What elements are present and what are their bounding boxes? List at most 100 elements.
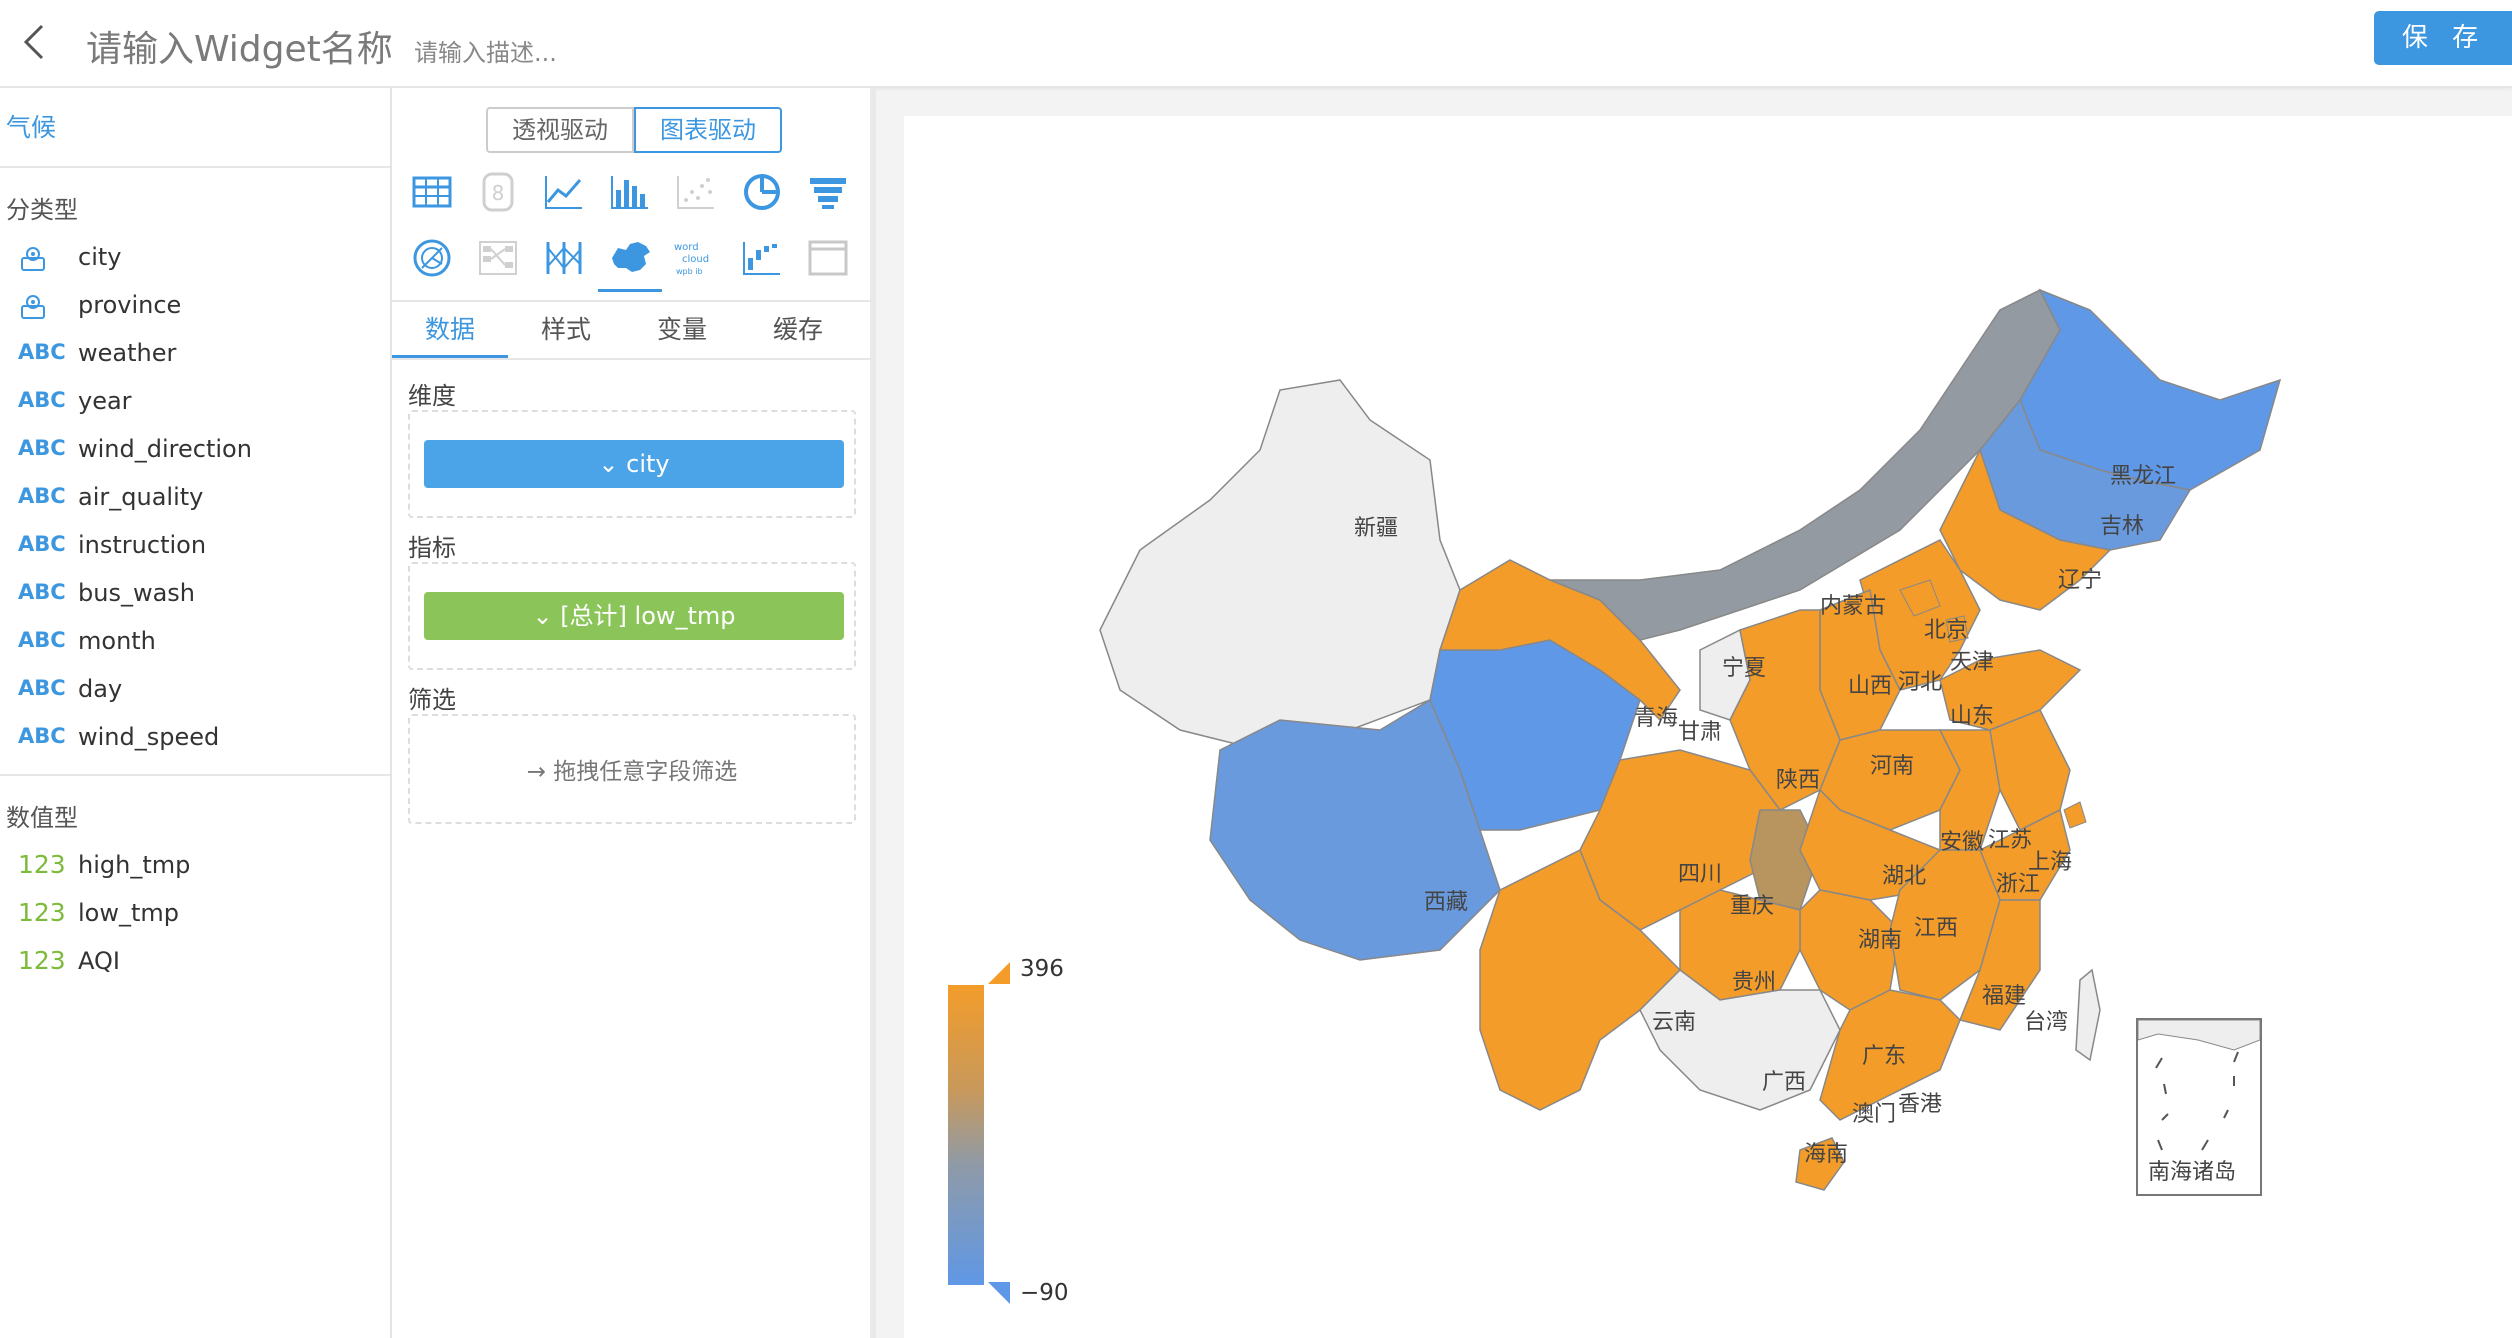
funnel-icon[interactable] <box>804 168 852 216</box>
field-province[interactable]: province <box>0 282 390 330</box>
legend-max-value: 396 <box>1020 956 1064 982</box>
field-name: wind_direction <box>78 435 252 463</box>
number-type-badge: 123 <box>18 850 66 879</box>
region-guangdong <box>1819 989 1961 1121</box>
region-label-inner-mongolia: 内蒙古 <box>1820 594 1887 619</box>
region-beijing <box>1899 579 1941 617</box>
region-label-chongqing: 重庆 <box>1730 894 1775 919</box>
field-instruction[interactable]: ABC instruction <box>0 522 390 570</box>
field-bus-wash[interactable]: ABC bus_wash <box>0 570 390 618</box>
region-shandong <box>1939 649 2082 731</box>
text-type-badge: ABC <box>18 340 66 364</box>
number-type-badge: 123 <box>18 946 66 975</box>
region-label-guangdong: 广东 <box>1862 1044 1907 1069</box>
chevron-left-icon <box>23 24 44 60</box>
region-liaoning <box>1939 448 2112 611</box>
field-name: province <box>78 291 182 319</box>
radar-icon[interactable] <box>408 234 456 282</box>
dimension-dropzone[interactable]: ⌄ city <box>408 410 856 518</box>
svg-text:wpb ib: wpb ib <box>676 267 703 276</box>
region-tianjin <box>1945 615 1969 643</box>
text-type-badge: ABC <box>18 724 66 748</box>
tab-variable[interactable]: 变量 <box>656 315 707 344</box>
field-name: AQI <box>78 947 120 975</box>
field-year[interactable]: ABC year <box>0 378 390 426</box>
svg-text:8: 8 <box>492 181 505 205</box>
region-label-shandong: 山东 <box>1950 704 1995 729</box>
chevron-down-icon: ⌄ <box>532 602 561 630</box>
geo-pin-icon <box>18 292 48 327</box>
field-high-tmp[interactable]: 123 high_tmp <box>0 842 390 890</box>
pie-chart-icon[interactable] <box>738 168 786 216</box>
text-type-badge: ABC <box>18 580 66 604</box>
china-map-icon[interactable] <box>598 234 662 292</box>
back-button[interactable] <box>12 18 60 66</box>
mode-pivot-button[interactable]: 透视驱动 <box>486 107 634 153</box>
legend-max-handle[interactable] <box>988 962 1010 984</box>
visual-map-legend[interactable] <box>948 985 984 1285</box>
web-icon[interactable] <box>804 234 852 282</box>
sankey-icon[interactable] <box>474 234 522 282</box>
region-label-macau: 澳门 <box>1852 1102 1897 1127</box>
text-type-badge: ABC <box>18 436 66 460</box>
text-type-badge: ABC <box>18 628 66 652</box>
dimension-pill[interactable]: ⌄ city <box>424 440 844 488</box>
region-label-hainan: 海南 <box>1804 1142 1849 1167</box>
data-source-name[interactable]: 气候 <box>6 113 57 142</box>
field-month[interactable]: ABC month <box>0 618 390 666</box>
field-aqi[interactable]: 123 AQI <box>0 938 390 986</box>
region-label-ningxia: 宁夏 <box>1722 656 1767 681</box>
scatter-icon[interactable] <box>672 168 720 216</box>
field-name: weather <box>78 339 177 367</box>
field-air-quality[interactable]: ABC air_quality <box>0 474 390 522</box>
field-name: month <box>78 627 156 655</box>
bar-chart-icon[interactable] <box>606 168 654 216</box>
region-label-zhejiang: 浙江 <box>1996 872 2041 897</box>
field-wind-speed[interactable]: ABC wind_speed <box>0 714 390 762</box>
region-label-gansu: 甘肃 <box>1678 720 1723 745</box>
filter-hint: → 拖拽任意字段筛选 <box>410 752 854 786</box>
table-icon[interactable] <box>408 168 456 216</box>
geo-pin-icon <box>18 244 48 279</box>
number-type-badge: 123 <box>18 898 66 927</box>
mode-chart-button[interactable]: 图表驱动 <box>634 107 782 153</box>
field-weather[interactable]: ABC weather <box>0 330 390 378</box>
config-panel <box>392 88 870 1338</box>
field-low-tmp[interactable]: 123 low_tmp <box>0 890 390 938</box>
region-shanghai <box>2063 801 2087 829</box>
region-label-anhui: 安徽 <box>1940 830 1985 855</box>
region-label-hongkong: 香港 <box>1898 1092 1943 1117</box>
metric-label: 指标 <box>408 534 456 562</box>
parallel-icon[interactable] <box>540 234 588 282</box>
china-choropleth-map <box>1099 288 2282 1191</box>
tab-data[interactable]: 数据 <box>392 302 508 358</box>
mode-toggle: 透视驱动 图表驱动 <box>486 107 782 153</box>
field-wind-direction[interactable]: ABC wind_direction <box>0 426 390 474</box>
text-type-badge: ABC <box>18 484 66 508</box>
arrow-right-icon: → <box>526 759 554 785</box>
numeric-group-title: 数值型 <box>6 804 78 832</box>
region-label-henan: 河南 <box>1870 754 1915 779</box>
filter-dropzone[interactable]: → 拖拽任意字段筛选 <box>408 714 856 824</box>
waterfall-icon[interactable] <box>738 234 786 282</box>
legend-min-handle[interactable] <box>988 1282 1010 1304</box>
field-day[interactable]: ABC day <box>0 666 390 714</box>
region-label-guangxi: 广西 <box>1762 1070 1807 1095</box>
widget-name-input[interactable]: 请输入Widget名称 <box>86 29 393 70</box>
tab-style[interactable]: 样式 <box>540 315 591 344</box>
region-label-hubei: 湖北 <box>1882 864 1927 889</box>
region-label-guizhou: 贵州 <box>1732 970 1777 995</box>
tab-cache[interactable]: 缓存 <box>772 315 823 344</box>
number-icon[interactable]: 8 <box>474 168 522 216</box>
save-button[interactable]: 保 存 <box>2374 11 2512 65</box>
wordcloud-icon[interactable]: word cloud wpb ib <box>672 234 720 282</box>
line-chart-icon[interactable] <box>540 168 588 216</box>
widget-description-input[interactable]: 请输入描述... <box>414 39 557 67</box>
dimension-value: city <box>626 450 670 478</box>
dimension-label: 维度 <box>408 382 456 410</box>
field-city[interactable]: city <box>0 234 390 282</box>
panel-divider[interactable] <box>870 88 876 1338</box>
metric-pill[interactable]: ⌄ [总计] low_tmp <box>424 592 844 640</box>
metric-dropzone[interactable]: ⌄ [总计] low_tmp <box>408 562 856 670</box>
field-name: air_quality <box>78 483 204 511</box>
